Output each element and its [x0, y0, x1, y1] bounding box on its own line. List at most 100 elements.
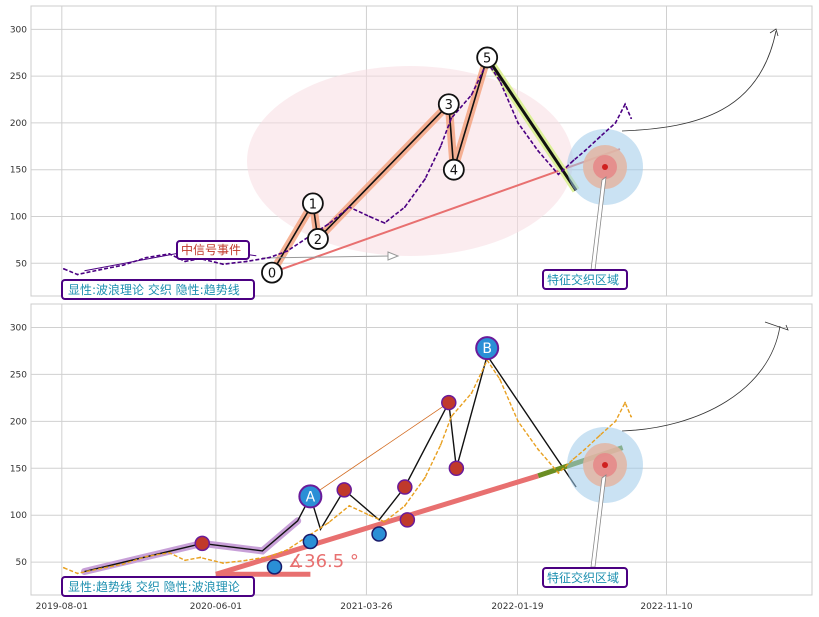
data-point — [368, 215, 371, 218]
signal-marker-red — [448, 460, 465, 477]
signal-marker-blue — [302, 533, 319, 550]
data-point — [572, 457, 575, 460]
projection-arrowhead — [769, 28, 779, 37]
top-label-text: 显性:波浪理论 交织 隐性:趋势线 — [68, 282, 240, 297]
wave-point-marker — [301, 192, 324, 215]
data-point — [286, 250, 289, 252]
data-point — [348, 504, 351, 507]
data-point — [98, 567, 101, 570]
signal-marker-red — [399, 512, 416, 528]
top-zone-label-box: 特征交织区域 — [542, 269, 628, 290]
data-point — [268, 256, 271, 259]
wave-point-marker — [307, 228, 329, 250]
angle-label: ∡36.5 ° — [288, 551, 359, 572]
signal-marker-blue — [371, 526, 387, 542]
data-point — [145, 555, 148, 558]
y-tick-label: 50 — [16, 259, 28, 269]
wave-point-marker — [261, 261, 283, 284]
data-point — [122, 264, 125, 267]
data-point — [583, 448, 586, 451]
wave-point-label-bottom: B — [482, 341, 492, 357]
signal-marker-red — [194, 535, 211, 552]
bottom-zone-label-text: 特征交织区域 — [547, 570, 619, 585]
y-tick-label: 200 — [10, 119, 27, 129]
data-point — [145, 256, 148, 259]
y-tick-label: 100 — [10, 511, 27, 521]
wave-point-label: 4 — [450, 164, 458, 179]
bottom-zone-label-box: 特征交织区域 — [542, 567, 628, 588]
projection-curve — [621, 30, 777, 132]
highlight-ellipse — [247, 66, 573, 256]
event-label-text: 中信号事件 — [181, 242, 241, 257]
y-tick-label: 300 — [10, 25, 27, 35]
x-tick-label: 2022-11-10 — [640, 602, 693, 612]
zone-center-dot — [602, 164, 608, 170]
wave-path — [271, 57, 488, 274]
projection-arrowhead-bottom — [764, 321, 789, 331]
data-point — [403, 504, 406, 507]
data-point — [630, 117, 633, 120]
series-line — [63, 60, 632, 276]
data-point — [498, 378, 501, 380]
top-label-box: 显性:波浪理论 交织 隐性:趋势线 — [61, 279, 255, 300]
data-point — [222, 562, 224, 564]
data-point — [348, 206, 351, 209]
wave-point-label: 2 — [314, 233, 322, 248]
data-point — [327, 223, 330, 225]
projection-curve-bottom — [621, 325, 781, 432]
data-point — [286, 549, 289, 551]
data-point — [630, 415, 633, 418]
data-point — [168, 253, 171, 255]
data-point — [624, 103, 626, 106]
wave-point-marker-bottom — [298, 484, 323, 509]
data-point — [624, 401, 626, 404]
data-point — [184, 260, 186, 263]
data-point — [614, 122, 617, 124]
wave-point-marker — [442, 158, 465, 181]
x-tick-label: 2021-03-26 — [340, 602, 393, 612]
data-point — [424, 476, 426, 479]
data-point — [470, 93, 473, 96]
signal-marker-red — [336, 482, 352, 498]
wave-point-label-bottom: A — [306, 489, 316, 505]
data-point — [557, 173, 560, 176]
y-tick-label: 250 — [10, 72, 27, 82]
data-point — [498, 79, 501, 82]
wave-point-marker-bottom — [475, 336, 500, 361]
data-point — [383, 222, 386, 224]
data-point — [450, 415, 453, 418]
y-tick-label: 250 — [10, 370, 27, 380]
fan-line — [310, 402, 450, 497]
data-point — [76, 572, 79, 575]
wave-point-marker — [437, 93, 460, 116]
wave-point-label: 0 — [268, 267, 276, 282]
data-point — [424, 178, 426, 180]
wave-point-label: 1 — [309, 197, 317, 212]
data-point — [222, 263, 224, 266]
data-point — [199, 556, 202, 559]
data-point — [327, 521, 330, 524]
y-tick-label: 100 — [10, 212, 27, 222]
zone-center-dot — [602, 462, 608, 468]
data-point — [598, 434, 601, 437]
data-point — [403, 206, 406, 209]
data-point — [368, 514, 371, 517]
bottom-label-text: 显性:趋势线 交织 隐性:波浪理论 — [68, 579, 240, 594]
data-point — [168, 551, 171, 554]
time-arrow-shaft — [261, 255, 391, 259]
x-tick-label: 2020-06-01 — [190, 602, 242, 612]
x-tick-label: 2019-08-01 — [36, 602, 88, 612]
y-tick-label: 200 — [10, 417, 27, 427]
x-tick-label: 2022-01-19 — [491, 602, 544, 612]
data-point — [470, 392, 473, 395]
data-point — [537, 448, 540, 451]
data-point — [439, 443, 442, 446]
series-line — [63, 358, 632, 575]
data-point — [383, 520, 386, 523]
data-point — [557, 472, 560, 474]
data-point — [439, 145, 442, 148]
y-tick-label: 300 — [10, 323, 27, 333]
time-arrow-head — [387, 251, 400, 261]
decline-line — [485, 56, 578, 192]
